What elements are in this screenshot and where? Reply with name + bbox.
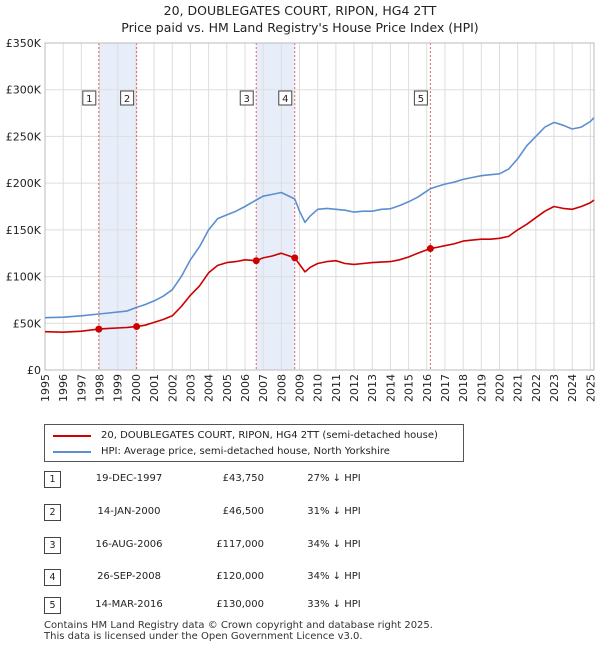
sale-number-box-rect (278, 90, 293, 106)
x-tick-label: 2007 (257, 374, 270, 402)
x-tick-label: 2019 (475, 374, 488, 402)
plot-frame (44, 42, 595, 371)
footer-attribution: Contains HM Land Registry data © Crown c… (44, 620, 433, 642)
sale-hpi-diff: 31% ↓ HPI (307, 506, 361, 517)
y-tick-label: £100K (6, 271, 42, 284)
sale-number-badge: 3 (44, 537, 61, 554)
property-price-line (44, 199, 595, 334)
hpi-line (44, 117, 595, 319)
x-tick-label: 2011 (330, 374, 343, 402)
y-tick-label: £0 (27, 364, 41, 377)
y-tick-label: £200K (6, 177, 42, 190)
footer-line-2: This data is licensed under the Open Gov… (44, 631, 363, 642)
x-tick-label: 2014 (384, 374, 397, 402)
legend-swatch-property (53, 435, 91, 437)
x-tick-label: 2016 (421, 374, 434, 402)
sale-number-box-label: 1 (86, 94, 92, 105)
x-tick-label: 2000 (130, 374, 143, 402)
sale-date: 26-SEP-2008 (97, 571, 161, 582)
sale-date: 16-AUG-2006 (95, 539, 163, 550)
x-tick-label: 2022 (530, 374, 543, 402)
x-tick-label: 1996 (57, 374, 70, 402)
footer-line-1: Contains HM Land Registry data © Crown c… (44, 620, 433, 631)
sale-price: £46,500 (222, 506, 264, 517)
sale-number-badge: 2 (44, 504, 61, 521)
chart-legend: 20, DOUBLEGATES COURT, RIPON, HG4 2TT (s… (44, 424, 464, 462)
sale-number-box-label: 3 (244, 94, 250, 105)
y-tick-label: £250K (6, 130, 42, 143)
x-tick-label: 2003 (184, 374, 197, 402)
sale-hpi-diff: 27% ↓ HPI (307, 473, 361, 484)
sale-point-marker (95, 325, 103, 333)
chart-title-line-1: 20, DOUBLEGATES COURT, RIPON, HG4 2TT (163, 3, 437, 18)
x-tick-label: 2002 (166, 374, 179, 402)
sale-number-box: 3 (239, 90, 254, 106)
sale-number-box-rect (413, 90, 428, 106)
sale-price: £130,000 (216, 599, 264, 610)
x-tick-label: 2017 (439, 374, 452, 402)
x-tick-label: 2008 (275, 374, 288, 402)
x-tick-label: 1998 (94, 374, 107, 402)
x-tick-label: 1995 (39, 374, 52, 402)
sale-number-box-label: 2 (124, 94, 130, 105)
sale-number-box-label: 4 (282, 94, 288, 105)
sale-number-box: 5 (413, 90, 428, 106)
price-chart: £0 £50K £100K £150K £200K £250K £300K £350K 1995… (6, 37, 598, 402)
x-tick-label: 1997 (75, 374, 88, 402)
sale-row: 2 14-JAN-2000 £46,500 31% ↓ HPI (44, 504, 424, 524)
x-tick-label: 2006 (239, 374, 252, 402)
sale-number-box-label: 5 (418, 94, 424, 105)
sale-number-box-rect (120, 90, 135, 106)
x-tick-label: 2004 (203, 374, 216, 402)
x-tick-label: 2001 (148, 374, 161, 402)
sale-number-badge: 4 (44, 569, 61, 586)
legend-swatch-hpi (53, 451, 91, 453)
sale-row: 5 14-MAR-2016 £130,000 33% ↓ HPI (44, 597, 424, 617)
x-tick-label: 2025 (584, 374, 597, 402)
y-tick-label: £50K (13, 317, 42, 330)
sale-point-marker (426, 245, 434, 253)
y-tick-label: £150K (6, 224, 42, 237)
x-tick-label: 2020 (493, 374, 506, 402)
sale-price: £43,750 (222, 473, 264, 484)
x-tick-label: 2010 (312, 374, 325, 402)
chart-title-line-2: Price paid vs. HM Land Registry's House … (121, 20, 479, 35)
chart-title: 20, DOUBLEGATES COURT, RIPON, HG4 2TT Pr… (0, 2, 600, 36)
sale-date: 14-JAN-2000 (97, 506, 161, 517)
sale-number-box: 1 (82, 90, 97, 106)
sale-row: 1 19-DEC-1997 £43,750 27% ↓ HPI (44, 471, 424, 491)
sale-hpi-diff: 33% ↓ HPI (307, 599, 361, 610)
sale-number-badge: 5 (44, 597, 61, 614)
x-tick-label: 2021 (512, 374, 525, 402)
y-tick-label: £300K (6, 84, 42, 97)
sale-number-badge: 1 (44, 471, 61, 488)
sale-point-marker (252, 257, 260, 265)
legend-label-hpi: HPI: Average price, semi-detached house,… (101, 446, 390, 457)
sale-point-marker (291, 254, 299, 262)
sale-number-box-rect (239, 90, 254, 106)
sale-hpi-diff: 34% ↓ HPI (307, 539, 361, 550)
sale-hpi-diff: 34% ↓ HPI (307, 571, 361, 582)
sale-price: £117,000 (216, 539, 264, 550)
sale-point-marker (133, 323, 141, 331)
x-tick-label: 2005 (221, 374, 234, 402)
sale-number-box-rect (82, 90, 97, 106)
x-tick-label: 2024 (566, 374, 579, 402)
y-tick-label: £350K (6, 37, 42, 50)
x-tick-label: 2023 (548, 374, 561, 402)
sale-number-box: 4 (278, 90, 293, 106)
x-tick-label: 2009 (294, 374, 307, 402)
x-tick-label: 2015 (403, 374, 416, 402)
sale-price: £120,000 (216, 571, 264, 582)
sale-date: 14-MAR-2016 (95, 599, 163, 610)
sale-number-box: 2 (120, 90, 135, 106)
x-tick-label: 2013 (366, 374, 379, 402)
sale-row: 3 16-AUG-2006 £117,000 34% ↓ HPI (44, 537, 424, 557)
sale-date: 19-DEC-1997 (95, 473, 163, 484)
x-tick-label: 2018 (457, 374, 470, 402)
sale-row: 4 26-SEP-2008 £120,000 34% ↓ HPI (44, 569, 424, 589)
legend-label-property: 20, DOUBLEGATES COURT, RIPON, HG4 2TT (s… (101, 430, 438, 441)
x-tick-label: 1999 (112, 374, 125, 402)
x-tick-label: 2012 (348, 374, 361, 402)
